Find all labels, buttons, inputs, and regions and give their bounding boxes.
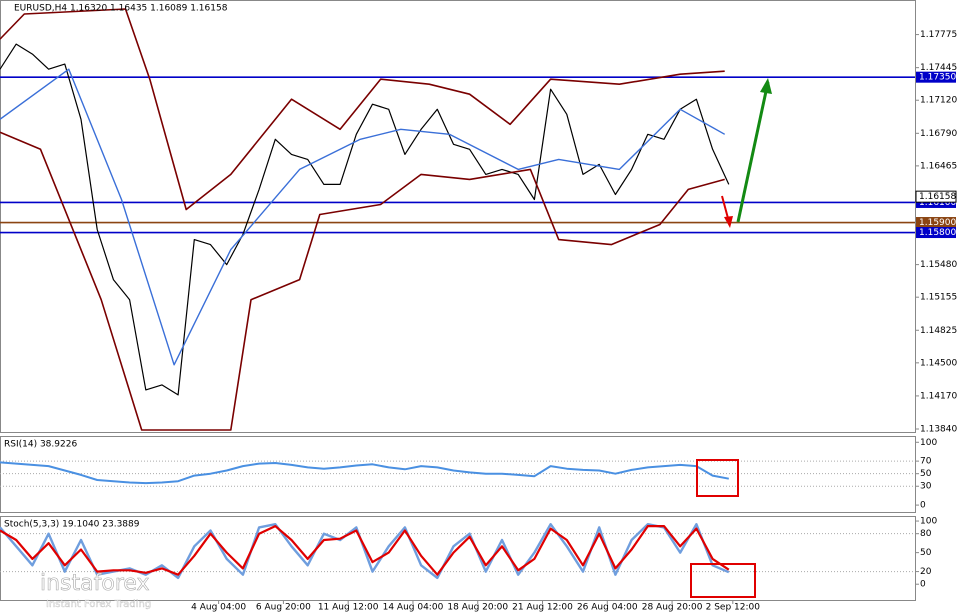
y-tick-label: 0 — [920, 501, 926, 511]
up-arrow — [736, 81, 770, 223]
level-label: 1.15800 — [919, 228, 956, 238]
y-tick-label: 1.14825 — [920, 326, 957, 336]
y-tick-label: 1.15480 — [920, 260, 957, 270]
watermark: instaforex Instant Forex Trading — [8, 571, 151, 610]
y-tick-label: 1.17775 — [920, 30, 957, 40]
rsi-highlight — [696, 459, 739, 497]
level-label: 1.16100 — [919, 198, 956, 208]
level-label-box — [916, 217, 956, 229]
stoch-highlight — [690, 563, 756, 598]
x-tick-label: 18 Aug 20:00 — [447, 603, 508, 613]
x-tick-label: 11 Aug 12:00 — [318, 603, 379, 613]
last-price-box — [915, 190, 957, 203]
last-price-label: 1.16158 — [919, 192, 956, 202]
level-label: 1.15900 — [919, 218, 956, 228]
up-arrow-head — [760, 78, 772, 94]
y-tick-label: 1.13840 — [920, 424, 957, 434]
y-tick-label: 70 — [920, 457, 932, 467]
x-tick-label: 14 Aug 04:00 — [383, 603, 444, 613]
y-tick-label: 1.16465 — [920, 161, 957, 171]
y-tick-label: 1.17120 — [920, 96, 957, 106]
x-tick-label: 26 Aug 04:00 — [577, 603, 638, 613]
x-tick-label: 21 Aug 12:00 — [512, 603, 573, 613]
watermark-brand: instaforex — [40, 571, 150, 596]
level-label: 1.17350 — [919, 73, 956, 83]
y-tick-label: 50 — [920, 548, 932, 558]
y-tick-label: 1.17445 — [920, 63, 957, 73]
watermark-logo — [8, 572, 36, 600]
series-line — [0, 131, 725, 431]
y-tick-label: 1.14170 — [920, 391, 957, 401]
y-tick-label: 100 — [920, 517, 937, 527]
y-tick-label: 50 — [920, 469, 932, 479]
y-tick-label: 30 — [920, 482, 932, 492]
y-tick-label: 0 — [920, 580, 926, 590]
panel-title: EURUSD,H4 1.16320 1.16435 1.16089 1.1615… — [14, 4, 228, 14]
down-arrow-head — [724, 216, 733, 228]
series-line — [0, 525, 730, 576]
series-line — [0, 68, 726, 366]
y-tick-label: 20 — [920, 567, 932, 577]
plot-layer: 1.17775 1.17445 1.17120 1.16790 1.16465 1.154… — [0, 4, 957, 613]
x-tick-label: 6 Aug 20:00 — [256, 603, 311, 613]
y-tick-label: 1.15155 — [920, 293, 957, 303]
y-tick-label: 1.16790 — [920, 129, 957, 139]
rsi-panel — [0, 436, 916, 513]
main-panel — [0, 0, 916, 433]
level-label-box — [916, 227, 956, 239]
panel-title: Stoch(5,3,3) 19.1040 23.3889 — [4, 520, 140, 530]
level-label-box — [916, 71, 956, 83]
y-tick-label: 1.14500 — [920, 358, 957, 368]
series-line — [0, 461, 729, 485]
y-tick-label: 80 — [920, 529, 932, 539]
watermark-tagline: Instant Forex Trading — [46, 599, 151, 610]
series-line — [0, 43, 730, 396]
stoch-panel — [0, 516, 916, 601]
panel-title: RSI(14) 38.9226 — [4, 440, 77, 450]
x-tick-label: 4 Aug 04:00 — [191, 603, 246, 613]
series-line — [0, 8, 725, 211]
x-tick-label: 2 Sep 12:00 — [706, 603, 761, 613]
x-tick-label: 28 Aug 20:00 — [642, 603, 703, 613]
y-tick-label: 100 — [920, 438, 937, 448]
